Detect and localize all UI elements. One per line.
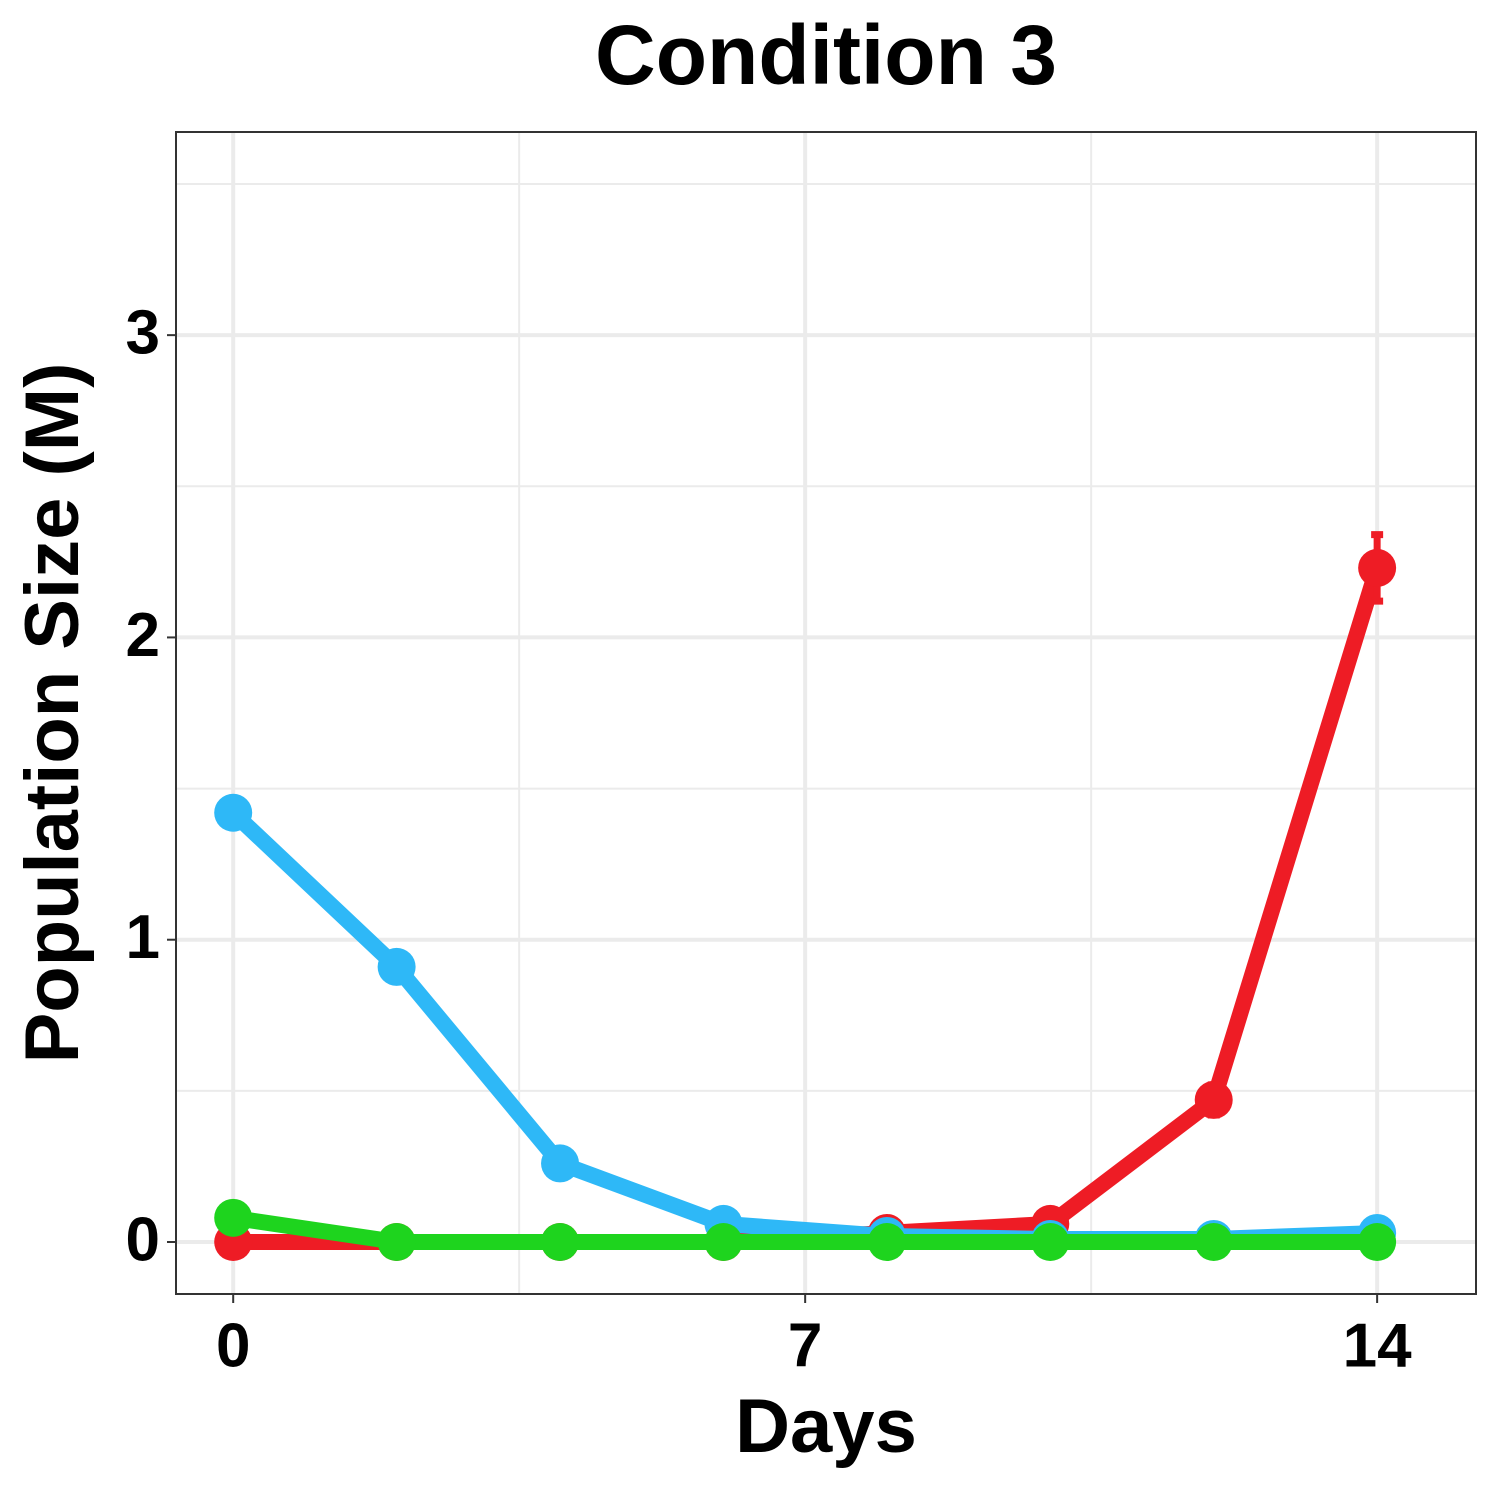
y-tick-label: 0 [126, 1205, 160, 1274]
point [1358, 1223, 1397, 1262]
x-tick-label: 14 [1343, 1311, 1412, 1380]
point [1031, 1223, 1070, 1262]
y-tick-label: 3 [126, 299, 160, 368]
point [1194, 1223, 1233, 1262]
chart-title: Condition 3 [595, 8, 1057, 102]
panel-border [175, 131, 1477, 1295]
x-tick-label: 0 [216, 1311, 250, 1380]
point [541, 1144, 580, 1183]
point [377, 947, 416, 986]
point [214, 793, 253, 832]
point [704, 1223, 743, 1262]
point [867, 1223, 906, 1262]
point [214, 1198, 253, 1237]
point [1358, 548, 1397, 587]
y-tick-label: 1 [126, 903, 160, 972]
x-axis-title: Days [735, 1384, 917, 1469]
series-line [232, 1209, 1378, 1251]
point [541, 1223, 580, 1262]
y-tick-label: 2 [126, 601, 160, 670]
point [1194, 1080, 1233, 1119]
y-axis-title: Population Size (M) [10, 363, 95, 1064]
point [377, 1223, 416, 1262]
x-tick-label: 7 [788, 1311, 822, 1380]
